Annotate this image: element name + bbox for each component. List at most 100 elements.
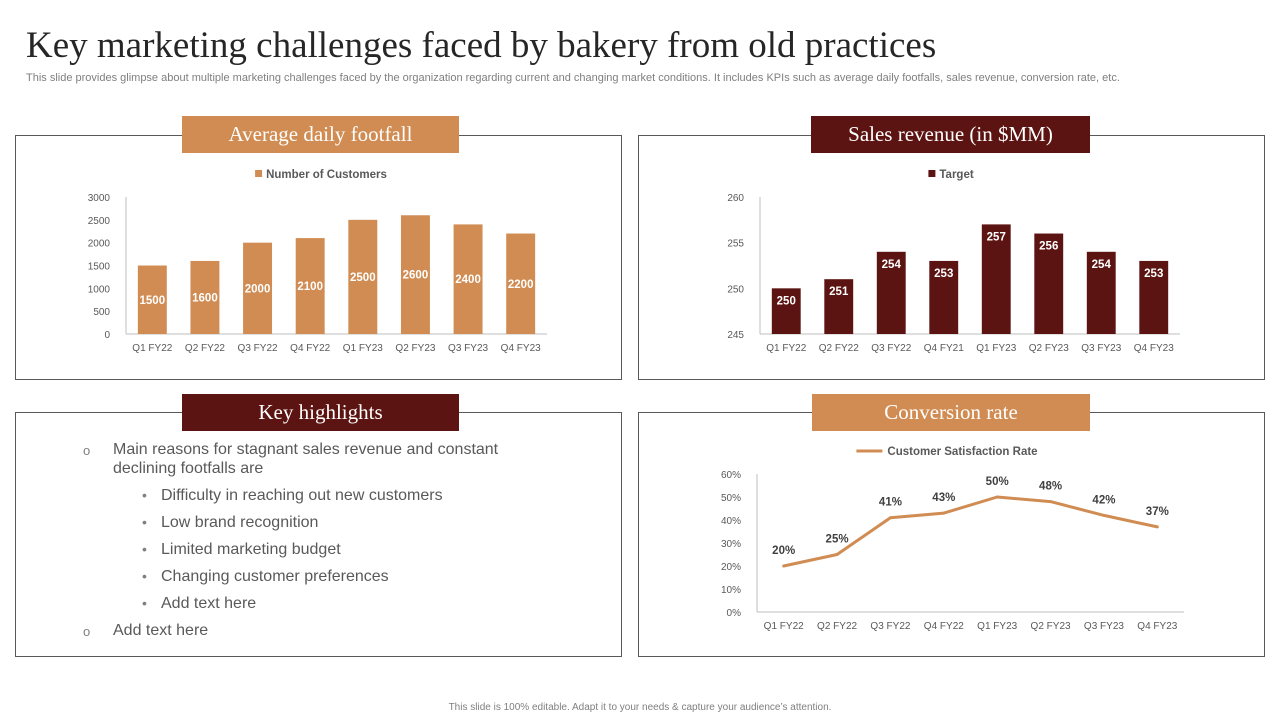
x-tick-label: Q2 FY22 bbox=[185, 343, 225, 354]
bar-data-label: 251 bbox=[829, 286, 849, 298]
bar-data-label: 257 bbox=[987, 231, 1006, 243]
x-tick-label: Q1 FY23 bbox=[343, 343, 383, 354]
highlight-subitem: Add text here bbox=[80, 594, 500, 613]
y-tick-label: 1500 bbox=[88, 262, 111, 273]
x-tick-label: Q4 FY23 bbox=[1137, 621, 1177, 632]
x-tick-label: Q1 FY22 bbox=[132, 343, 172, 354]
legend-label: Customer Satisfaction Rate bbox=[887, 446, 1037, 458]
highlight-subitem: Limited marketing budget bbox=[80, 540, 500, 559]
bar-data-label: 254 bbox=[1092, 259, 1112, 271]
bar-data-label: 253 bbox=[934, 268, 953, 280]
highlight-subitem: Changing customer preferences bbox=[80, 567, 500, 586]
x-tick-label: Q2 FY22 bbox=[817, 621, 857, 632]
legend-swatch bbox=[928, 170, 936, 177]
y-tick-label: 260 bbox=[727, 193, 744, 204]
data-point bbox=[942, 511, 946, 515]
conversion-chart: 0% 10% 20% 30% 40% 50% 60% Q1 FY22 Q2 FY22 Q3 FY2… bbox=[721, 446, 1184, 632]
bar-data-label: 1600 bbox=[192, 292, 218, 304]
highlight-item: Add text here bbox=[80, 621, 500, 641]
bar bbox=[1086, 251, 1116, 334]
bar bbox=[348, 219, 378, 334]
bar bbox=[824, 279, 854, 334]
bar bbox=[876, 251, 906, 334]
sales-panel-title: Sales revenue (in $MM) bbox=[811, 116, 1090, 153]
x-tick-label: Q4 FY21 bbox=[924, 343, 964, 354]
x-tick-label: Q2 FY23 bbox=[1029, 343, 1069, 354]
y-tick-label: 50% bbox=[721, 493, 741, 504]
highlights-list: Main reasons for stagnant sales revenue … bbox=[80, 440, 500, 648]
y-tick-label: 245 bbox=[727, 330, 744, 341]
bar-data-label: 2400 bbox=[455, 274, 481, 286]
x-tick-label: Q4 FY22 bbox=[924, 621, 964, 632]
bar-data-label: 2600 bbox=[403, 270, 429, 282]
highlight-subitem: Low brand recognition bbox=[80, 513, 500, 532]
point-data-label: 43% bbox=[932, 492, 955, 504]
data-point bbox=[1049, 500, 1053, 504]
x-tick-label: Q4 FY23 bbox=[1134, 343, 1174, 354]
bar bbox=[981, 224, 1011, 334]
y-tick-label: 255 bbox=[727, 239, 744, 250]
bar-data-label: 254 bbox=[882, 259, 902, 271]
data-point bbox=[1155, 525, 1159, 529]
bar bbox=[137, 265, 167, 334]
bar bbox=[243, 242, 273, 334]
conversion-panel-title: Conversion rate bbox=[812, 394, 1090, 431]
x-tick-label: Q3 FY22 bbox=[871, 343, 911, 354]
x-tick-label: Q1 FY22 bbox=[766, 343, 806, 354]
x-tick-label: Q3 FY22 bbox=[238, 343, 278, 354]
sales-chart: 245 250 255 260 Q1 FY22 Q2 FY22 Q3 FY22 Q4 FY21… bbox=[727, 169, 1180, 354]
x-tick-label: Q1 FY22 bbox=[764, 621, 804, 632]
highlight-subitem: Difficulty in reaching out new customers bbox=[80, 486, 500, 505]
y-tick-label: 3000 bbox=[88, 193, 111, 204]
bar-data-label: 250 bbox=[777, 295, 796, 307]
x-tick-label: Q3 FY23 bbox=[448, 343, 488, 354]
y-tick-label: 1000 bbox=[88, 284, 111, 295]
bar bbox=[1139, 260, 1169, 334]
footer-note: This slide is 100% editable. Adapt it to… bbox=[448, 702, 832, 713]
x-tick-label: Q2 FY23 bbox=[1031, 621, 1071, 632]
bar-data-label: 256 bbox=[1039, 241, 1058, 253]
footfall-panel-title: Average daily footfall bbox=[182, 116, 459, 153]
bar bbox=[190, 260, 220, 334]
y-tick-label: 0% bbox=[727, 608, 742, 619]
y-tick-label: 2000 bbox=[88, 239, 111, 250]
bar bbox=[771, 288, 801, 334]
bar-data-label: 2200 bbox=[508, 279, 534, 291]
data-point bbox=[835, 553, 839, 556]
bar-data-label: 253 bbox=[1144, 268, 1163, 280]
point-data-label: 42% bbox=[1092, 494, 1115, 506]
x-tick-label: Q4 FY22 bbox=[290, 343, 330, 354]
footfall-chart: 0 500 1000 1500 2000 2500 3000 Q1 FY22 Q2 FY22 Q3… bbox=[88, 169, 547, 354]
x-tick-label: Q3 FY22 bbox=[870, 621, 910, 632]
y-tick-label: 20% bbox=[721, 562, 741, 573]
bar-data-label: 2500 bbox=[350, 272, 376, 284]
y-tick-label: 0 bbox=[104, 330, 110, 341]
page-subtitle: This slide provides glimpse about multip… bbox=[26, 72, 1120, 84]
data-point bbox=[888, 516, 892, 520]
point-data-label: 25% bbox=[826, 534, 849, 546]
point-data-label: 48% bbox=[1039, 481, 1062, 493]
y-tick-label: 10% bbox=[721, 585, 741, 596]
highlight-item: Main reasons for stagnant sales revenue … bbox=[80, 440, 500, 478]
point-data-label: 41% bbox=[879, 497, 902, 509]
point-data-label: 20% bbox=[772, 545, 795, 557]
series-line bbox=[783, 495, 1158, 568]
data-point bbox=[1102, 513, 1106, 517]
y-tick-label: 40% bbox=[721, 516, 741, 527]
y-tick-label: 250 bbox=[727, 284, 744, 295]
x-tick-label: Q2 FY23 bbox=[395, 343, 435, 354]
x-tick-label: Q3 FY23 bbox=[1081, 343, 1121, 354]
y-tick-label: 60% bbox=[721, 470, 741, 481]
point-data-label: 37% bbox=[1146, 506, 1169, 518]
bar-data-label: 2100 bbox=[297, 281, 323, 293]
bar-data-label: 1500 bbox=[140, 295, 166, 307]
x-tick-label: Q3 FY23 bbox=[1084, 621, 1124, 632]
legend-label: Target bbox=[939, 169, 973, 181]
y-tick-label: 30% bbox=[721, 539, 741, 550]
data-point bbox=[995, 495, 999, 499]
data-point bbox=[782, 564, 786, 568]
legend-swatch bbox=[255, 170, 263, 177]
bar bbox=[295, 238, 325, 334]
page-title: Key marketing challenges faced by bakery… bbox=[26, 25, 937, 66]
bar bbox=[453, 224, 483, 334]
